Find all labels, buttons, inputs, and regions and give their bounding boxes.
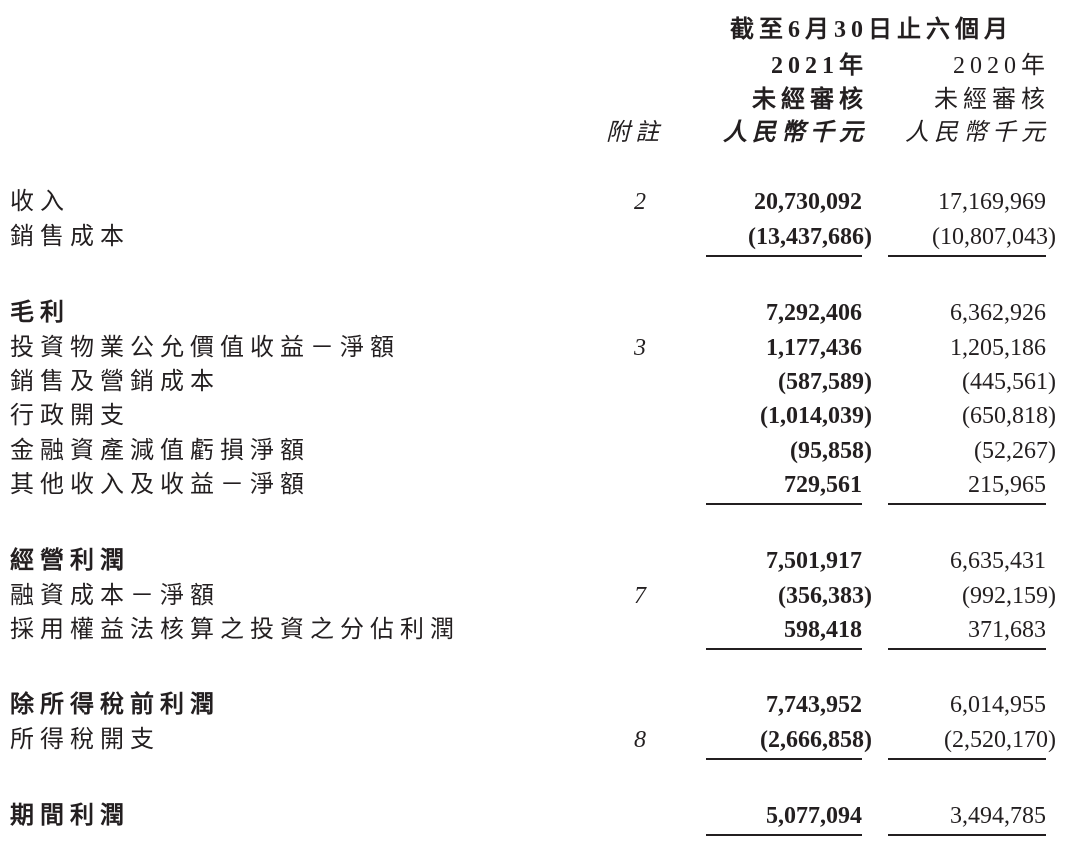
value-2020: (10,807,043) — [932, 224, 1056, 250]
unit-2020-heading: 人民幣千元 — [905, 120, 1050, 146]
value-2020: 17,169,969 — [938, 189, 1046, 215]
year-2021-heading: 2021年 — [771, 53, 868, 79]
audit-2020-heading: 未經審核 — [934, 87, 1050, 113]
statement-row: 除所得稅前利潤 7,743,952 6,014,955 — [0, 688, 1080, 722]
row-note: 7 — [634, 583, 646, 609]
value-2020: (2,520,170) — [944, 727, 1056, 753]
row-label: 經營利潤 — [10, 548, 130, 574]
row-label: 採用權益法核算之投資之分佔利潤 — [10, 617, 460, 643]
value-2021: (95,858) — [790, 438, 872, 464]
underline-2021 — [706, 648, 862, 650]
row-label: 金融資產減值虧損淨額 — [10, 438, 310, 464]
statement-row: 採用權益法核算之投資之分佔利潤 598,418 371,683 — [0, 613, 1080, 647]
row-label: 其他收入及收益－淨額 — [10, 472, 310, 498]
statement-row: 行政開支 (1,014,039) (650,818) — [0, 399, 1080, 433]
underline-2020 — [888, 758, 1046, 760]
value-2020: (52,267) — [974, 438, 1056, 464]
value-2021: 5,077,094 — [766, 803, 862, 829]
row-note: 2 — [634, 189, 646, 215]
value-2020: 1,205,186 — [950, 335, 1046, 361]
row-label: 期間利潤 — [10, 803, 130, 829]
underline-2021 — [706, 834, 862, 836]
row-note: 3 — [634, 335, 646, 361]
row-note: 8 — [634, 727, 646, 753]
value-2021: 1,177,436 — [766, 335, 862, 361]
value-2021: 729,561 — [784, 472, 862, 498]
value-2020: (992,159) — [962, 583, 1056, 609]
value-2021: 7,743,952 — [766, 692, 862, 718]
row-label: 融資成本－淨額 — [10, 583, 220, 609]
underline-2021 — [706, 758, 862, 760]
underline-2020 — [888, 648, 1046, 650]
value-2021: 7,501,917 — [766, 548, 862, 574]
note-heading: 附註 — [606, 120, 664, 146]
value-2021: 7,292,406 — [766, 300, 862, 326]
audit-2021-heading: 未經審核 — [752, 87, 868, 113]
value-2021: (587,589) — [778, 369, 872, 395]
value-2021: 598,418 — [784, 617, 862, 643]
statement-row: 融資成本－淨額 7 (356,383) (992,159) — [0, 579, 1080, 613]
value-2021: (2,666,858) — [760, 727, 872, 753]
value-2021: (13,437,686) — [748, 224, 872, 250]
row-label: 除所得稅前利潤 — [10, 692, 220, 718]
row-label: 行政開支 — [10, 403, 130, 429]
value-2020: (650,818) — [962, 403, 1056, 429]
value-2020: 6,014,955 — [950, 692, 1046, 718]
underline-2020 — [888, 255, 1046, 257]
row-label: 銷售及營銷成本 — [10, 369, 220, 395]
row-label: 所得稅開支 — [10, 727, 160, 753]
underline-2020 — [888, 503, 1046, 505]
value-2021: (1,014,039) — [760, 403, 872, 429]
statement-row: 金融資產減值虧損淨額 (95,858) (52,267) — [0, 434, 1080, 468]
underline-2021 — [706, 503, 862, 505]
value-2020: (445,561) — [962, 369, 1056, 395]
statement-row: 其他收入及收益－淨額 729,561 215,965 — [0, 468, 1080, 502]
statement-row: 投資物業公允價值收益－淨額 3 1,177,436 1,205,186 — [0, 331, 1080, 365]
year-2020-heading: 2020年 — [953, 53, 1050, 79]
row-label: 銷售成本 — [10, 224, 130, 250]
value-2021: (356,383) — [778, 583, 872, 609]
value-2020: 6,635,431 — [950, 548, 1046, 574]
statement-row: 毛利 7,292,406 6,362,926 — [0, 296, 1080, 330]
unit-2021-heading: 人民幣千元 — [723, 120, 868, 146]
statement-row: 收入 2 20,730,092 17,169,969 — [0, 185, 1080, 219]
value-2020: 215,965 — [968, 472, 1046, 498]
row-label: 收入 — [10, 189, 70, 215]
value-2020: 371,683 — [968, 617, 1046, 643]
value-2020: 6,362,926 — [950, 300, 1046, 326]
underline-2021 — [706, 255, 862, 257]
statement-row: 期間利潤 5,077,094 3,494,785 — [0, 799, 1080, 833]
value-2021: 20,730,092 — [754, 189, 862, 215]
statement-row: 經營利潤 7,501,917 6,635,431 — [0, 544, 1080, 578]
row-label: 毛利 — [10, 300, 70, 326]
statement-row: 所得稅開支 8 (2,666,858) (2,520,170) — [0, 723, 1080, 757]
period-heading: 截至6月30日止六個月 — [730, 17, 1013, 43]
statement-row: 銷售及營銷成本 (587,589) (445,561) — [0, 365, 1080, 399]
underline-2020 — [888, 834, 1046, 836]
value-2020: 3,494,785 — [950, 803, 1046, 829]
statement-row: 銷售成本 (13,437,686) (10,807,043) — [0, 220, 1080, 254]
row-label: 投資物業公允價值收益－淨額 — [10, 335, 400, 361]
